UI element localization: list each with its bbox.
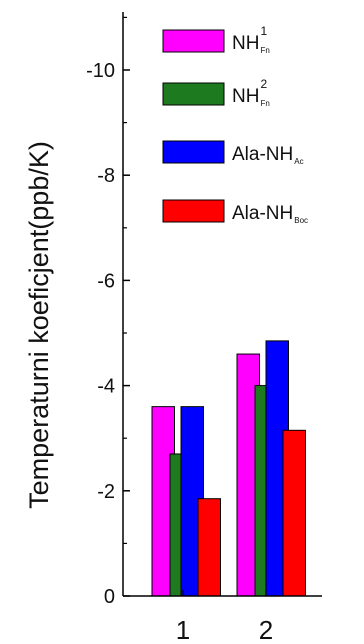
- bar-fn-2-cat-2: [254, 385, 267, 597]
- legend-swatch: [162, 82, 225, 106]
- bar-fn-2-cat-1: [169, 453, 182, 597]
- legend-label-subscript: Ac: [294, 157, 303, 166]
- legend-label: Ala-NH: [232, 203, 293, 224]
- y-tick-label: 0: [104, 586, 115, 608]
- x-tick-label: 1: [176, 615, 190, 644]
- bars-layer: [151, 340, 306, 597]
- legend-label-subscript: Boc: [294, 216, 308, 225]
- bar-boc-cat-1: [197, 498, 221, 597]
- y-tick-label: -2: [97, 481, 115, 503]
- y-tick-label: -10: [86, 60, 115, 82]
- legend-label-superscript: 2: [260, 77, 267, 91]
- legend-label: NH: [232, 33, 259, 54]
- y-tick-label: -6: [97, 270, 115, 292]
- legend-swatch: [162, 140, 225, 164]
- y-tick-label: -4: [97, 376, 115, 398]
- axes-layer: 0 -2 -4 -6 -8 -10 1 2: [86, 12, 322, 644]
- legend-label-subscript: Fn: [260, 99, 269, 108]
- legend-label: Ala-NH: [232, 144, 293, 165]
- y-axis-label: Temperaturni koeficjent(ppb/K): [24, 141, 54, 509]
- legend-label: NH: [232, 86, 259, 107]
- legend-swatch: [162, 29, 225, 53]
- y-tick-label: -8: [97, 165, 115, 187]
- legend-label-superscript: 1: [260, 24, 267, 38]
- x-tick-label: 2: [259, 615, 273, 644]
- bar-boc-cat-2: [282, 429, 306, 597]
- legend-swatch: [162, 199, 225, 223]
- legend-label-subscript: Fn: [260, 46, 269, 55]
